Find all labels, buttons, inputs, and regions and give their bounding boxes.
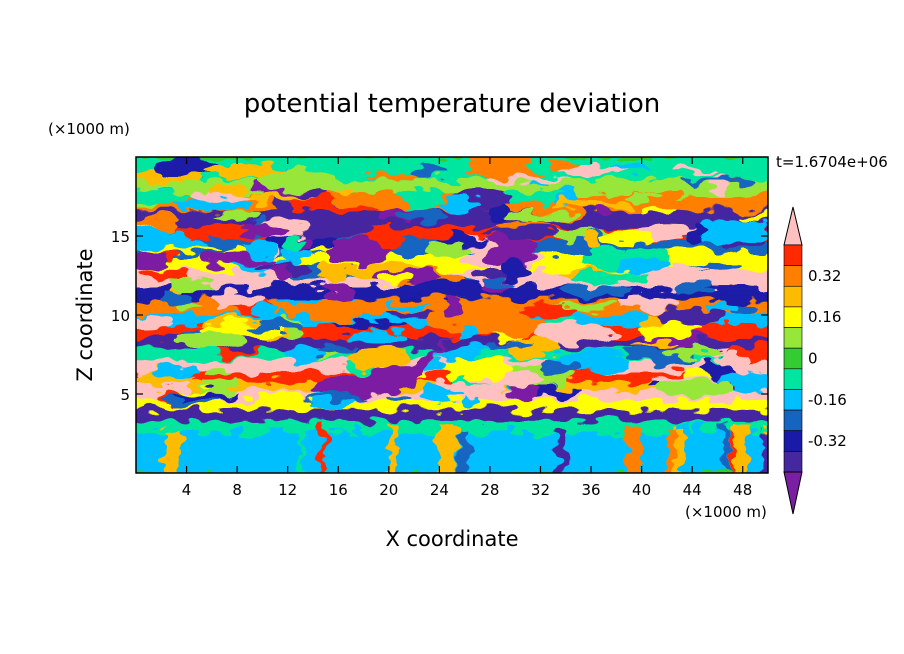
chart-title: potential temperature deviation: [244, 89, 660, 119]
contour-field: [136, 157, 768, 473]
x-tick-label: 4: [182, 481, 192, 499]
colorbar-tick-label: -0.32: [808, 432, 847, 450]
colorbar-tick-label: -0.16: [808, 391, 847, 409]
x-tick-label: 48: [733, 481, 752, 499]
colorbar-tick-label: 0.32: [808, 267, 841, 285]
x-tick-label: 12: [278, 481, 297, 499]
colorbar-swatch: [783, 306, 803, 328]
x-axis: 4 8 12 16 20 24 28 32 36 40 44 48: [182, 157, 752, 499]
x-unit-label: (×1000 m): [685, 503, 767, 521]
y-axis: 5 10 15: [111, 228, 768, 404]
x-tick-label: 28: [480, 481, 499, 499]
colorbar-swatch: [783, 368, 803, 390]
colorbar-swatch: [783, 285, 803, 308]
y-tick-label: 10: [111, 307, 130, 325]
colorbar-tick-label: 0.16: [808, 308, 841, 326]
x-tick-label: 8: [232, 481, 242, 499]
colorbar-swatch: [783, 265, 803, 287]
y-tick-label: 5: [120, 386, 130, 404]
colorbar-swatch: [783, 451, 803, 473]
colorbar-min-triangle: [783, 471, 803, 515]
y-tick-label: 15: [111, 228, 130, 246]
time-label: t=1.6704e+06: [776, 153, 888, 171]
x-axis-label: X coordinate: [385, 527, 518, 551]
x-tick-label: 44: [683, 481, 702, 499]
colorbar-max-triangle: [783, 206, 803, 246]
colorbar-swatch: [783, 347, 803, 370]
x-tick-label: 16: [329, 481, 348, 499]
colorbar-swatch: [783, 409, 803, 432]
x-tick-label: 40: [632, 481, 651, 499]
x-tick-label: 36: [581, 481, 600, 499]
colorbar: 0.32 0.16 0 -0.16 -0.32: [783, 206, 847, 515]
x-tick-label: 20: [379, 481, 398, 499]
y-axis-label: Z coordinate: [73, 248, 97, 381]
colorbar-swatch: [783, 327, 803, 349]
colorbar-swatch: [783, 430, 803, 452]
colorbar-tick-label: 0: [808, 350, 818, 368]
x-tick-label: 32: [531, 481, 550, 499]
y-unit-label: (×1000 m): [48, 120, 130, 138]
colorbar-swatch: [783, 244, 803, 266]
colorbar-swatch: [783, 389, 803, 411]
x-tick-label: 24: [430, 481, 449, 499]
